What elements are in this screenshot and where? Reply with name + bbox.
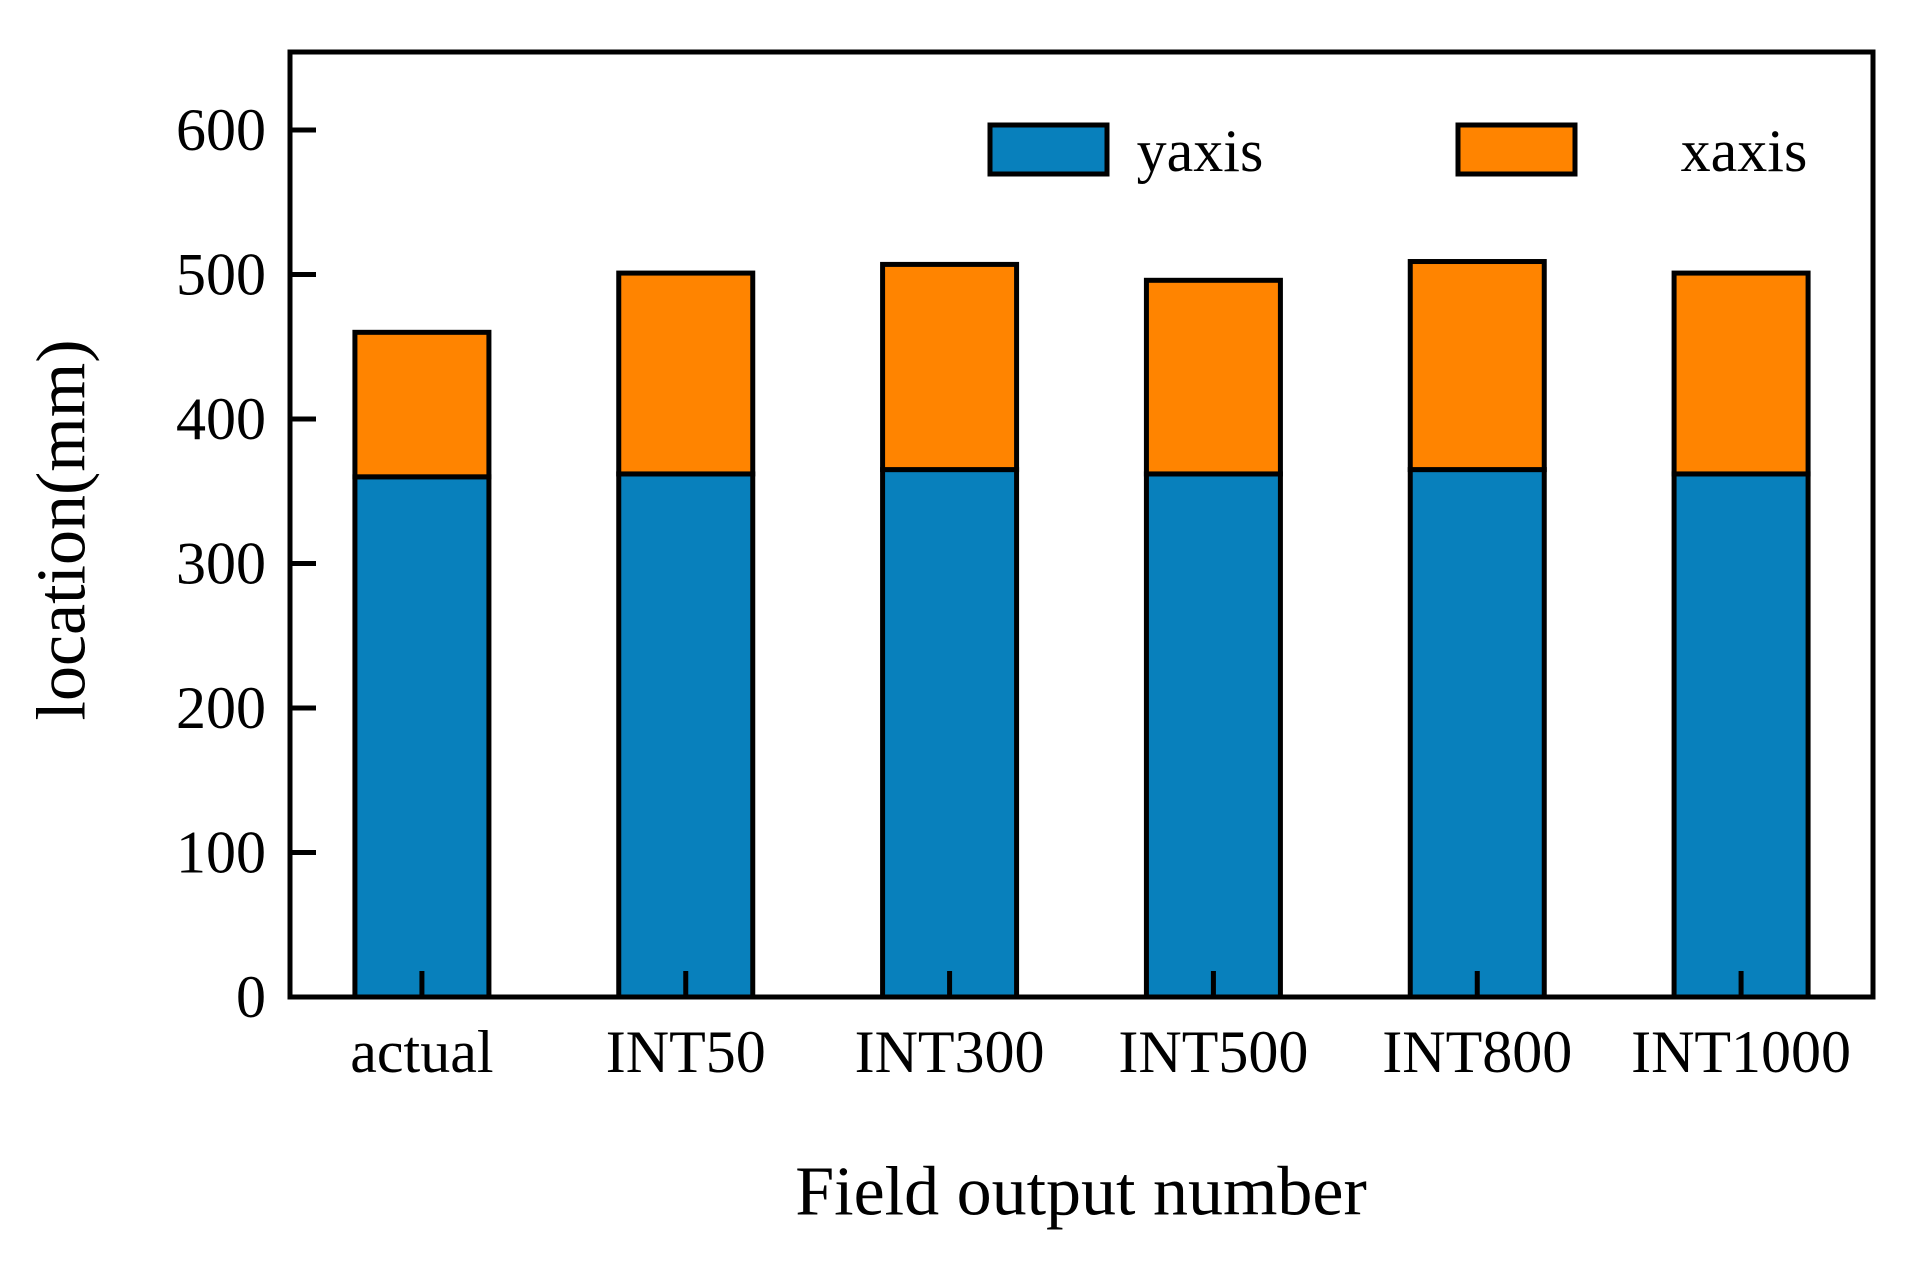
x-tick-label-INT50: INT50: [606, 1019, 766, 1085]
y-tick-label-0: 0: [236, 964, 266, 1030]
legend-yaxis-label: yaxis: [1137, 118, 1264, 184]
legend-xaxis-label: xaxis: [1681, 118, 1808, 184]
bar-xaxis-INT800: [1407, 259, 1547, 473]
bar-yaxis-INT800: [1407, 467, 1547, 1000]
x-tick-label-INT500: INT500: [1118, 1019, 1308, 1085]
legend-yaxis-swatch: [987, 122, 1110, 177]
bar-xaxis-INT300: [880, 261, 1020, 473]
plot-frame: [287, 49, 1876, 1000]
y-tick-label-200: 200: [176, 675, 266, 741]
y-tick-label-500: 500: [176, 242, 266, 308]
y-tick-label-600: 600: [176, 97, 266, 163]
bar-yaxis-INT500: [1143, 471, 1283, 1000]
legend: yaxis xaxis: [987, 118, 1808, 184]
bar-xaxis-INT1000: [1671, 270, 1811, 477]
bar-yaxis-actual: [352, 474, 492, 1000]
x-axis-title: Field output number: [795, 1154, 1367, 1231]
y-axis-title: location(mm): [24, 339, 101, 720]
bar-xaxis-actual: [352, 329, 492, 480]
bar-xaxis-INT50: [616, 270, 756, 477]
y-tick-label-100: 100: [176, 820, 266, 886]
y-tick-label-400: 400: [176, 386, 266, 452]
bar-yaxis-INT50: [616, 471, 756, 1000]
y-axis-ticks: 0 100 200 300 400 500 600: [176, 97, 316, 1030]
x-axis-ticks: actual INT50 INT300 INT500 INT800 INT1000: [350, 971, 1851, 1085]
bar-xaxis-INT500: [1143, 277, 1283, 477]
x-tick-label-INT1000: INT1000: [1631, 1019, 1851, 1085]
x-tick-label-INT300: INT300: [855, 1019, 1045, 1085]
bars-group: [352, 259, 1811, 1000]
x-tick-label-INT800: INT800: [1382, 1019, 1572, 1085]
bar-yaxis-INT300: [880, 467, 1020, 1000]
legend-xaxis-swatch: [1455, 122, 1578, 177]
bar-yaxis-INT1000: [1671, 471, 1811, 1000]
y-tick-label-300: 300: [176, 531, 266, 597]
x-tick-label-actual: actual: [350, 1019, 493, 1085]
